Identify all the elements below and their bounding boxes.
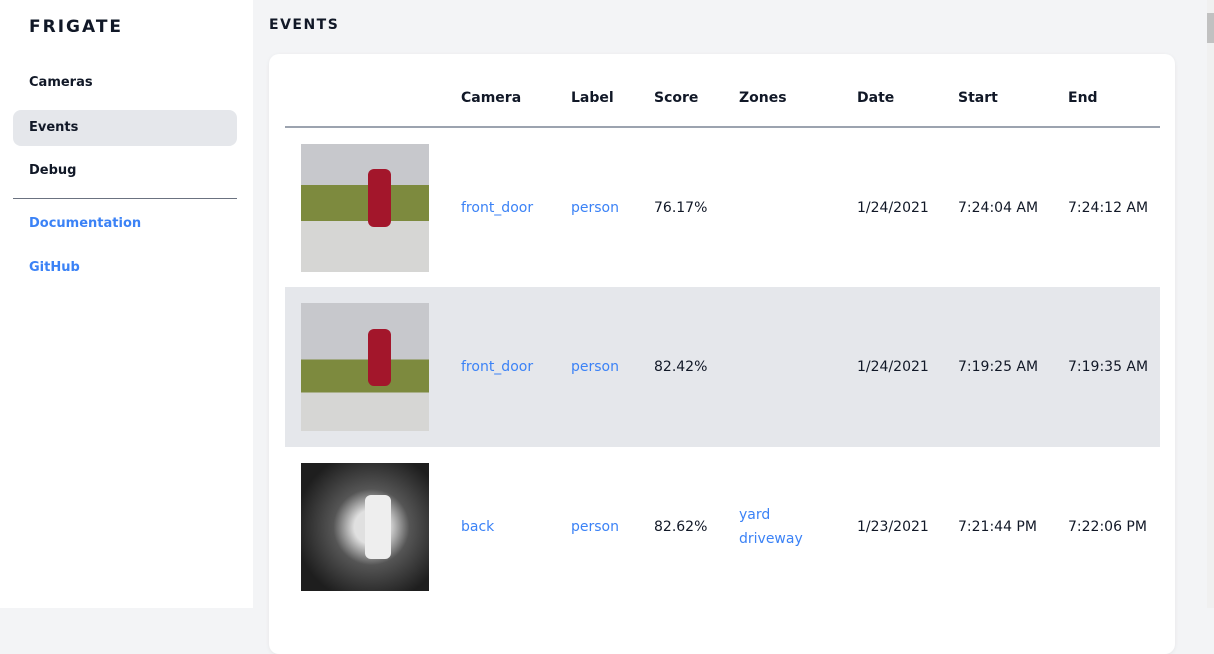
col-end: End bbox=[1068, 70, 1160, 128]
label-link[interactable]: person bbox=[571, 199, 619, 216]
zone-link[interactable]: yard bbox=[739, 507, 771, 523]
camera-link[interactable]: back bbox=[461, 519, 495, 535]
col-label: Label bbox=[571, 70, 654, 128]
col-score: Score bbox=[654, 70, 739, 128]
event-thumbnail[interactable] bbox=[301, 463, 429, 591]
documentation-link[interactable]: Documentation bbox=[29, 216, 142, 231]
event-thumbnail[interactable] bbox=[301, 303, 429, 431]
start-time: 7:24:04 AM bbox=[958, 199, 1039, 216]
end-time: 7:19:35 AM bbox=[1068, 287, 1160, 447]
events-card: Camera Label Score Zones Date Start End … bbox=[269, 54, 1175, 654]
page-title: EVENTS bbox=[269, 17, 340, 33]
label-link[interactable]: person bbox=[571, 519, 619, 535]
event-thumbnail[interactable] bbox=[301, 143, 429, 272]
events-table: Camera Label Score Zones Date Start End … bbox=[285, 70, 1160, 607]
table-header: Camera Label Score Zones Date Start End bbox=[285, 70, 1160, 128]
score: 82.42% bbox=[654, 287, 739, 447]
table-row[interactable]: back person 82.62% yard driveway 1/23/20… bbox=[285, 447, 1160, 607]
sidebar-item-debug[interactable]: Debug bbox=[29, 163, 77, 178]
scrollbar[interactable] bbox=[1207, 0, 1214, 608]
start-time: 7:21:44 PM bbox=[958, 519, 1037, 535]
date: 1/24/2021 bbox=[857, 287, 958, 447]
github-link[interactable]: GitHub bbox=[29, 260, 80, 275]
table-row[interactable]: front_door person 82.42% 1/24/2021 7:19:… bbox=[285, 287, 1160, 447]
end-time: 7:22:06 PM bbox=[1068, 519, 1147, 535]
start-time: 7:19:25 AM bbox=[958, 287, 1068, 447]
score: 82.62% bbox=[654, 519, 708, 535]
sidebar-divider bbox=[13, 198, 237, 199]
zones: yard driveway bbox=[739, 447, 857, 607]
scrollbar-thumb[interactable] bbox=[1207, 13, 1214, 43]
sidebar-item-cameras[interactable]: Cameras bbox=[29, 75, 93, 90]
camera-link[interactable]: front_door bbox=[461, 199, 534, 216]
col-thumbnail bbox=[285, 70, 461, 128]
date: 1/23/2021 bbox=[857, 519, 929, 535]
app-logo: FRIGATE bbox=[29, 17, 124, 37]
date: 1/24/2021 bbox=[857, 199, 929, 216]
col-camera: Camera bbox=[461, 70, 571, 128]
col-zones: Zones bbox=[739, 70, 857, 128]
table-row[interactable]: front_door person 76.17% 1/24/2021 7:24:… bbox=[285, 127, 1160, 287]
sidebar-item-events[interactable]: Events bbox=[13, 110, 237, 146]
zone-link[interactable]: driveway bbox=[739, 531, 803, 547]
zones bbox=[739, 287, 857, 447]
zones bbox=[739, 127, 857, 287]
col-date: Date bbox=[857, 70, 958, 128]
col-start: Start bbox=[958, 70, 1068, 128]
camera-link[interactable]: front_door bbox=[461, 359, 534, 375]
score: 76.17% bbox=[654, 199, 708, 216]
sidebar: FRIGATE Cameras Events Debug Documentati… bbox=[0, 0, 253, 608]
end-time: 7:24:12 AM bbox=[1068, 199, 1149, 216]
label-link[interactable]: person bbox=[571, 359, 619, 375]
